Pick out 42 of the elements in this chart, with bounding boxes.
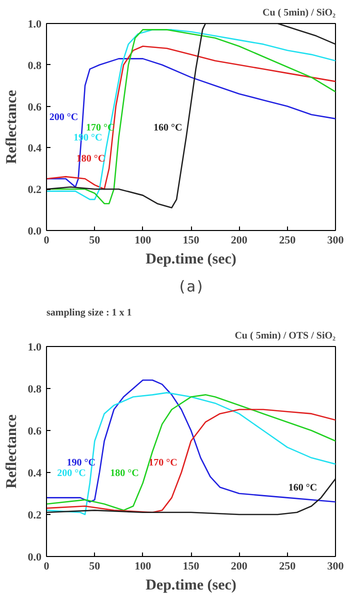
line-series [46,379,336,503]
y-axis-title: Reflectance [4,90,20,164]
y-tick-label: 1.0 [28,18,42,30]
chart-title: Cu ( 5min) / SiO₂ [262,8,336,18]
x-tick-label: 100 [134,560,152,572]
x-tick-label: 300 [327,560,344,572]
y-axis-title: Reflectance [4,414,20,489]
line-series [46,478,336,516]
x-tick-label: 150 [182,560,200,572]
x-tick-label: 200 [230,560,248,572]
x-tick-label: 200 [230,234,248,246]
y-tick-label: 0.2 [28,184,42,196]
series-label: 180 °C [110,468,139,479]
x-tick-label: 100 [134,234,152,246]
x-axis-title: Dep.time (sec) [146,578,236,594]
text: (a) [177,278,205,296]
x-tick-label: 50 [89,560,101,572]
y-tick-label: 0.0 [28,226,42,238]
y-tick-label: 0.8 [28,60,42,72]
series-label: 170 °C [148,458,178,468]
x-tick-label: 0 [44,560,50,572]
y-tick-label: 0.4 [28,468,42,480]
series-label: 200 °C [49,112,78,123]
y-tick-label: 0.4 [28,142,42,155]
y-tick-label: 0.0 [28,552,42,564]
x-tick-label: 150 [182,234,200,246]
chart-subtitle: sampling size : 1 x 1 [46,308,132,318]
x-tick-label: 0 [44,234,50,246]
x-axis-title: Dep.time (sec) [146,252,236,268]
y-tick-label: 1.0 [28,342,42,354]
series-label: 160 °C [153,122,182,134]
x-tick-label: 50 [89,234,101,246]
y-tick-label: 0.8 [28,384,42,396]
x-tick-label: 250 [279,234,296,246]
x-tick-label: 250 [279,560,296,572]
y-tick-label: 0.2 [28,510,42,522]
series-label: 160 °C [288,482,318,494]
y-tick-label: 0.6 [28,101,42,114]
y-tick-label: 0.6 [28,426,42,438]
series-label: 200 °C [57,468,86,479]
x-tick-label: 300 [327,234,344,246]
chart-title: Cu ( 5min) / OTS / SiO₂ [234,330,336,342]
